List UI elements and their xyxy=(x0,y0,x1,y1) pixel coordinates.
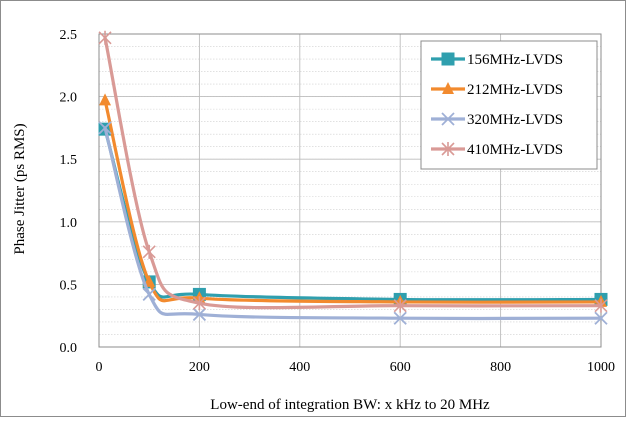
data-point xyxy=(142,244,156,259)
data-point xyxy=(142,287,156,302)
x-tick-label: 0 xyxy=(96,360,103,375)
y-tick-label: 1.0 xyxy=(60,216,78,231)
series-line xyxy=(103,127,603,302)
x-tick-label: 200 xyxy=(189,360,210,375)
legend-marker xyxy=(441,52,455,66)
series-line xyxy=(103,36,603,310)
legend-marker xyxy=(441,112,455,126)
x-tick-label: 400 xyxy=(289,360,310,375)
axes xyxy=(98,33,602,348)
x-axis-title: Low-end of integration BW: x kHz to 20 M… xyxy=(210,397,490,413)
y-tick-label: 2.5 xyxy=(60,28,78,43)
legend-label: 156MHz-LVDS xyxy=(467,52,563,68)
legend-item: 212MHz-LVDS xyxy=(431,82,563,98)
data-point xyxy=(98,30,112,45)
legend-item: 156MHz-LVDS xyxy=(431,52,563,68)
data-point xyxy=(192,307,207,322)
x-tick-label: 800 xyxy=(490,360,511,375)
y-tick-label: 0.0 xyxy=(60,341,78,356)
legend: 156MHz-LVDS 212MHz-LVDS 320MHz-LVDS 410MHz-… xyxy=(420,40,598,170)
series-line xyxy=(103,126,603,321)
data-point xyxy=(594,311,608,325)
legend-item: 320MHz-LVDS xyxy=(431,112,563,128)
series-320mhz-lvds xyxy=(98,121,608,325)
data-point xyxy=(393,298,407,313)
legend-marker xyxy=(441,142,455,156)
legend-label: 212MHz-LVDS xyxy=(467,82,563,98)
y-tick-label: 0.5 xyxy=(60,278,78,293)
y-tick-label: 1.5 xyxy=(60,153,78,168)
data-point xyxy=(99,93,112,106)
data-point xyxy=(98,121,112,135)
legend-item: 410MHz-LVDS xyxy=(431,142,563,158)
x-tick-label: 1000 xyxy=(587,360,615,375)
legend-marker xyxy=(442,82,454,94)
series-group xyxy=(98,30,608,325)
y-axis-title: Phase Jitter (ps RMS) xyxy=(12,123,28,254)
series-line xyxy=(103,98,603,304)
x-tick-label: 600 xyxy=(390,360,411,375)
data-point xyxy=(393,311,407,325)
plot-area-border xyxy=(98,33,602,348)
y-tick-label: 2.0 xyxy=(60,91,78,106)
data-point xyxy=(192,296,206,311)
data-point xyxy=(594,298,608,313)
legend-label: 320MHz-LVDS xyxy=(467,112,563,128)
tick-labels: 0.0 0.5 1.0 1.5 2.0 2.5 0 200 400 600 800 1000 xyxy=(60,28,616,375)
legend-label: 410MHz-LVDS xyxy=(467,142,563,158)
series-410mhz-lvds xyxy=(98,30,608,313)
